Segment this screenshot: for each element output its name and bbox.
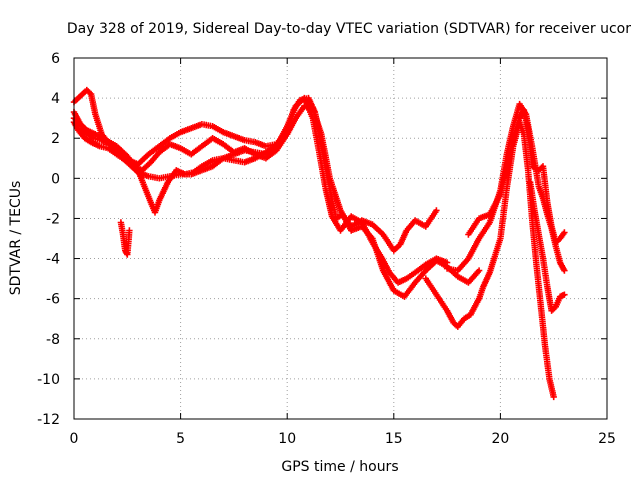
chart-title: Day 328 of 2019, Sidereal Day-to-day VTE…	[67, 21, 631, 37]
series-satellite-track-5	[117, 219, 133, 258]
y-tick-label: -10	[37, 372, 60, 388]
series-satellite-track-1	[70, 86, 440, 254]
data-point-markers	[527, 179, 568, 314]
y-tick-label: 6	[51, 51, 60, 67]
x-tick-label: 0	[70, 431, 79, 447]
x-axis-label: GPS time / hours	[281, 459, 398, 475]
x-tick-label: 15	[385, 431, 403, 447]
x-tick-label: 10	[278, 431, 296, 447]
y-tick-label: 4	[51, 91, 60, 107]
x-tick-label: 25	[598, 431, 616, 447]
x-tick-label: 5	[176, 431, 185, 447]
y-tick-label: -12	[37, 412, 60, 428]
y-axis-label: SDTVAR / TECUs	[8, 181, 24, 296]
y-tick-label: -4	[46, 252, 60, 268]
plot-frame	[73, 57, 608, 420]
y-tick-label: 2	[51, 131, 60, 147]
data-point-markers	[70, 86, 440, 254]
data-point-markers	[465, 106, 568, 246]
data-points	[70, 86, 568, 401]
y-tick-label: -6	[46, 292, 60, 308]
y-tick-label: -2	[46, 211, 60, 227]
y-tick-label: -8	[46, 332, 60, 348]
series-satellite-track-9	[527, 179, 568, 314]
data-point-markers	[117, 219, 133, 258]
y-tick-label: 0	[51, 171, 60, 187]
tick-labels: 0 5 10 15 20 25 -12 -10 -8 -6 -4 -2 0 2 4 6	[37, 51, 616, 447]
x-tick-label: 20	[491, 431, 509, 447]
series-satellite-track-8	[465, 106, 568, 246]
